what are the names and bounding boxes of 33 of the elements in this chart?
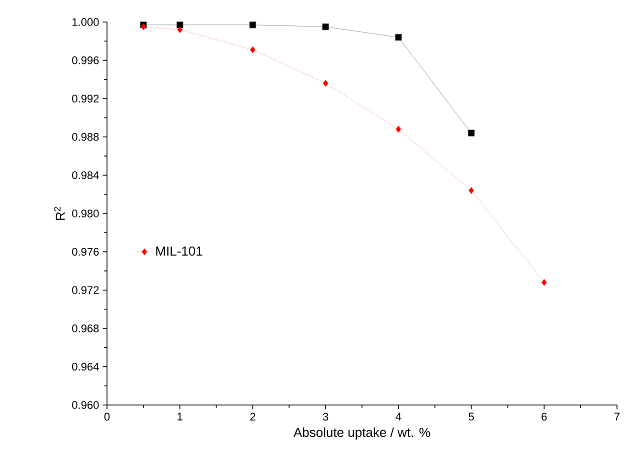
y-tick-label: 0.992 <box>72 94 99 102</box>
point <box>542 279 547 286</box>
x-tick-label: 6 <box>542 412 547 421</box>
y-tick-label: 0.976 <box>72 248 99 256</box>
y-tick-label: 0.960 <box>72 401 99 409</box>
y-axis-title: R$^{2}$ <box>54 206 65 220</box>
y-tick-label: 0.984 <box>72 171 99 180</box>
x-tick-label: 2 <box>250 412 256 420</box>
point <box>395 34 402 41</box>
point <box>250 46 256 54</box>
point <box>249 21 256 28</box>
y-tick-label: 0.980 <box>72 210 99 218</box>
point <box>468 130 475 136</box>
x-tick-label: 7 <box>614 412 620 420</box>
point <box>177 26 182 34</box>
point <box>322 80 328 87</box>
x-axis-title: Absolute uptake / wt. % <box>294 427 430 440</box>
point <box>468 187 474 194</box>
y-tick-label: 0.988 <box>72 133 99 141</box>
y-tick-label: 0.968 <box>72 324 99 332</box>
point <box>176 21 184 28</box>
y-tick-label: 0.996 <box>72 56 99 64</box>
x-tick-label: 5 <box>468 412 474 420</box>
x-tick-label: 1 <box>178 412 182 420</box>
y-tick-label: 0.964 <box>72 362 99 371</box>
point <box>396 126 402 133</box>
x-tick-label: 3 <box>322 412 328 421</box>
legend-label: MIL-101 <box>156 246 202 256</box>
y-tick-label: 1.000 <box>72 18 99 26</box>
x-tick-label: 4 <box>396 412 402 420</box>
y-tick-label: 0.972 <box>72 286 99 294</box>
x-tick-label: 0 <box>104 412 110 421</box>
point <box>322 23 329 30</box>
